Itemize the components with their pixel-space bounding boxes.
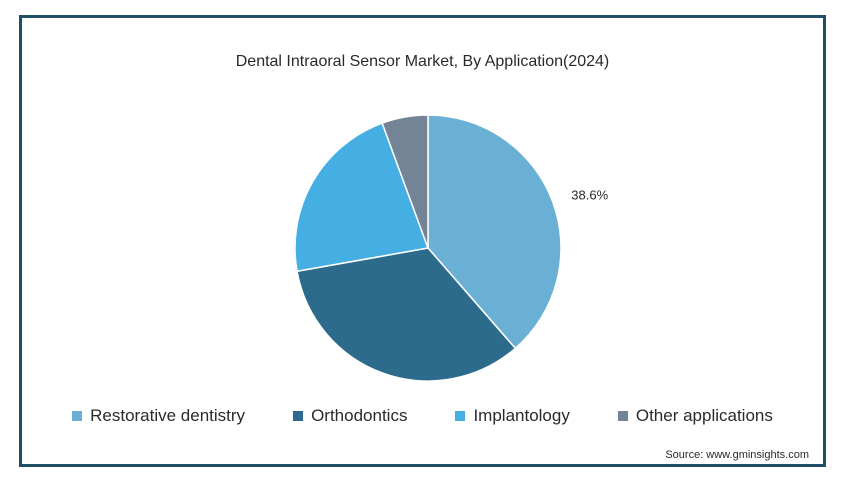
legend-label: Implantology [473,406,570,425]
pie-slice-restorative-dentistry [427,114,562,350]
legend-label: Restorative dentistry [90,406,246,425]
pie-chart: 38.6% [294,114,609,382]
pie-slice-orthodontics [296,247,517,382]
source-note: Source: www.gminsights.com [665,449,809,461]
legend: Restorative dentistry Orthodontics Impla… [22,406,823,426]
legend-item-restorative-dentistry: Restorative dentistry [72,406,245,426]
pie-slice-implantology [294,122,430,273]
legend-item-orthodontics: Orthodontics [293,406,407,426]
legend-swatch [617,411,628,421]
legend-swatch [72,411,83,421]
pie-slice-other-applications [381,114,429,249]
data-label: 38.6% [571,187,608,202]
chart-title: Dental Intraoral Sensor Market, By Appli… [235,53,610,70]
legend-swatch [455,411,466,421]
legend-label: Other applications [635,406,773,425]
legend-label: Orthodontics [311,406,408,425]
chart-frame: Dental Intraoral Sensor Market, By Appli… [19,15,826,467]
legend-swatch [293,411,304,421]
legend-item-other-applications: Other applications [617,406,773,426]
legend-item-implantology: Implantology [455,406,570,426]
